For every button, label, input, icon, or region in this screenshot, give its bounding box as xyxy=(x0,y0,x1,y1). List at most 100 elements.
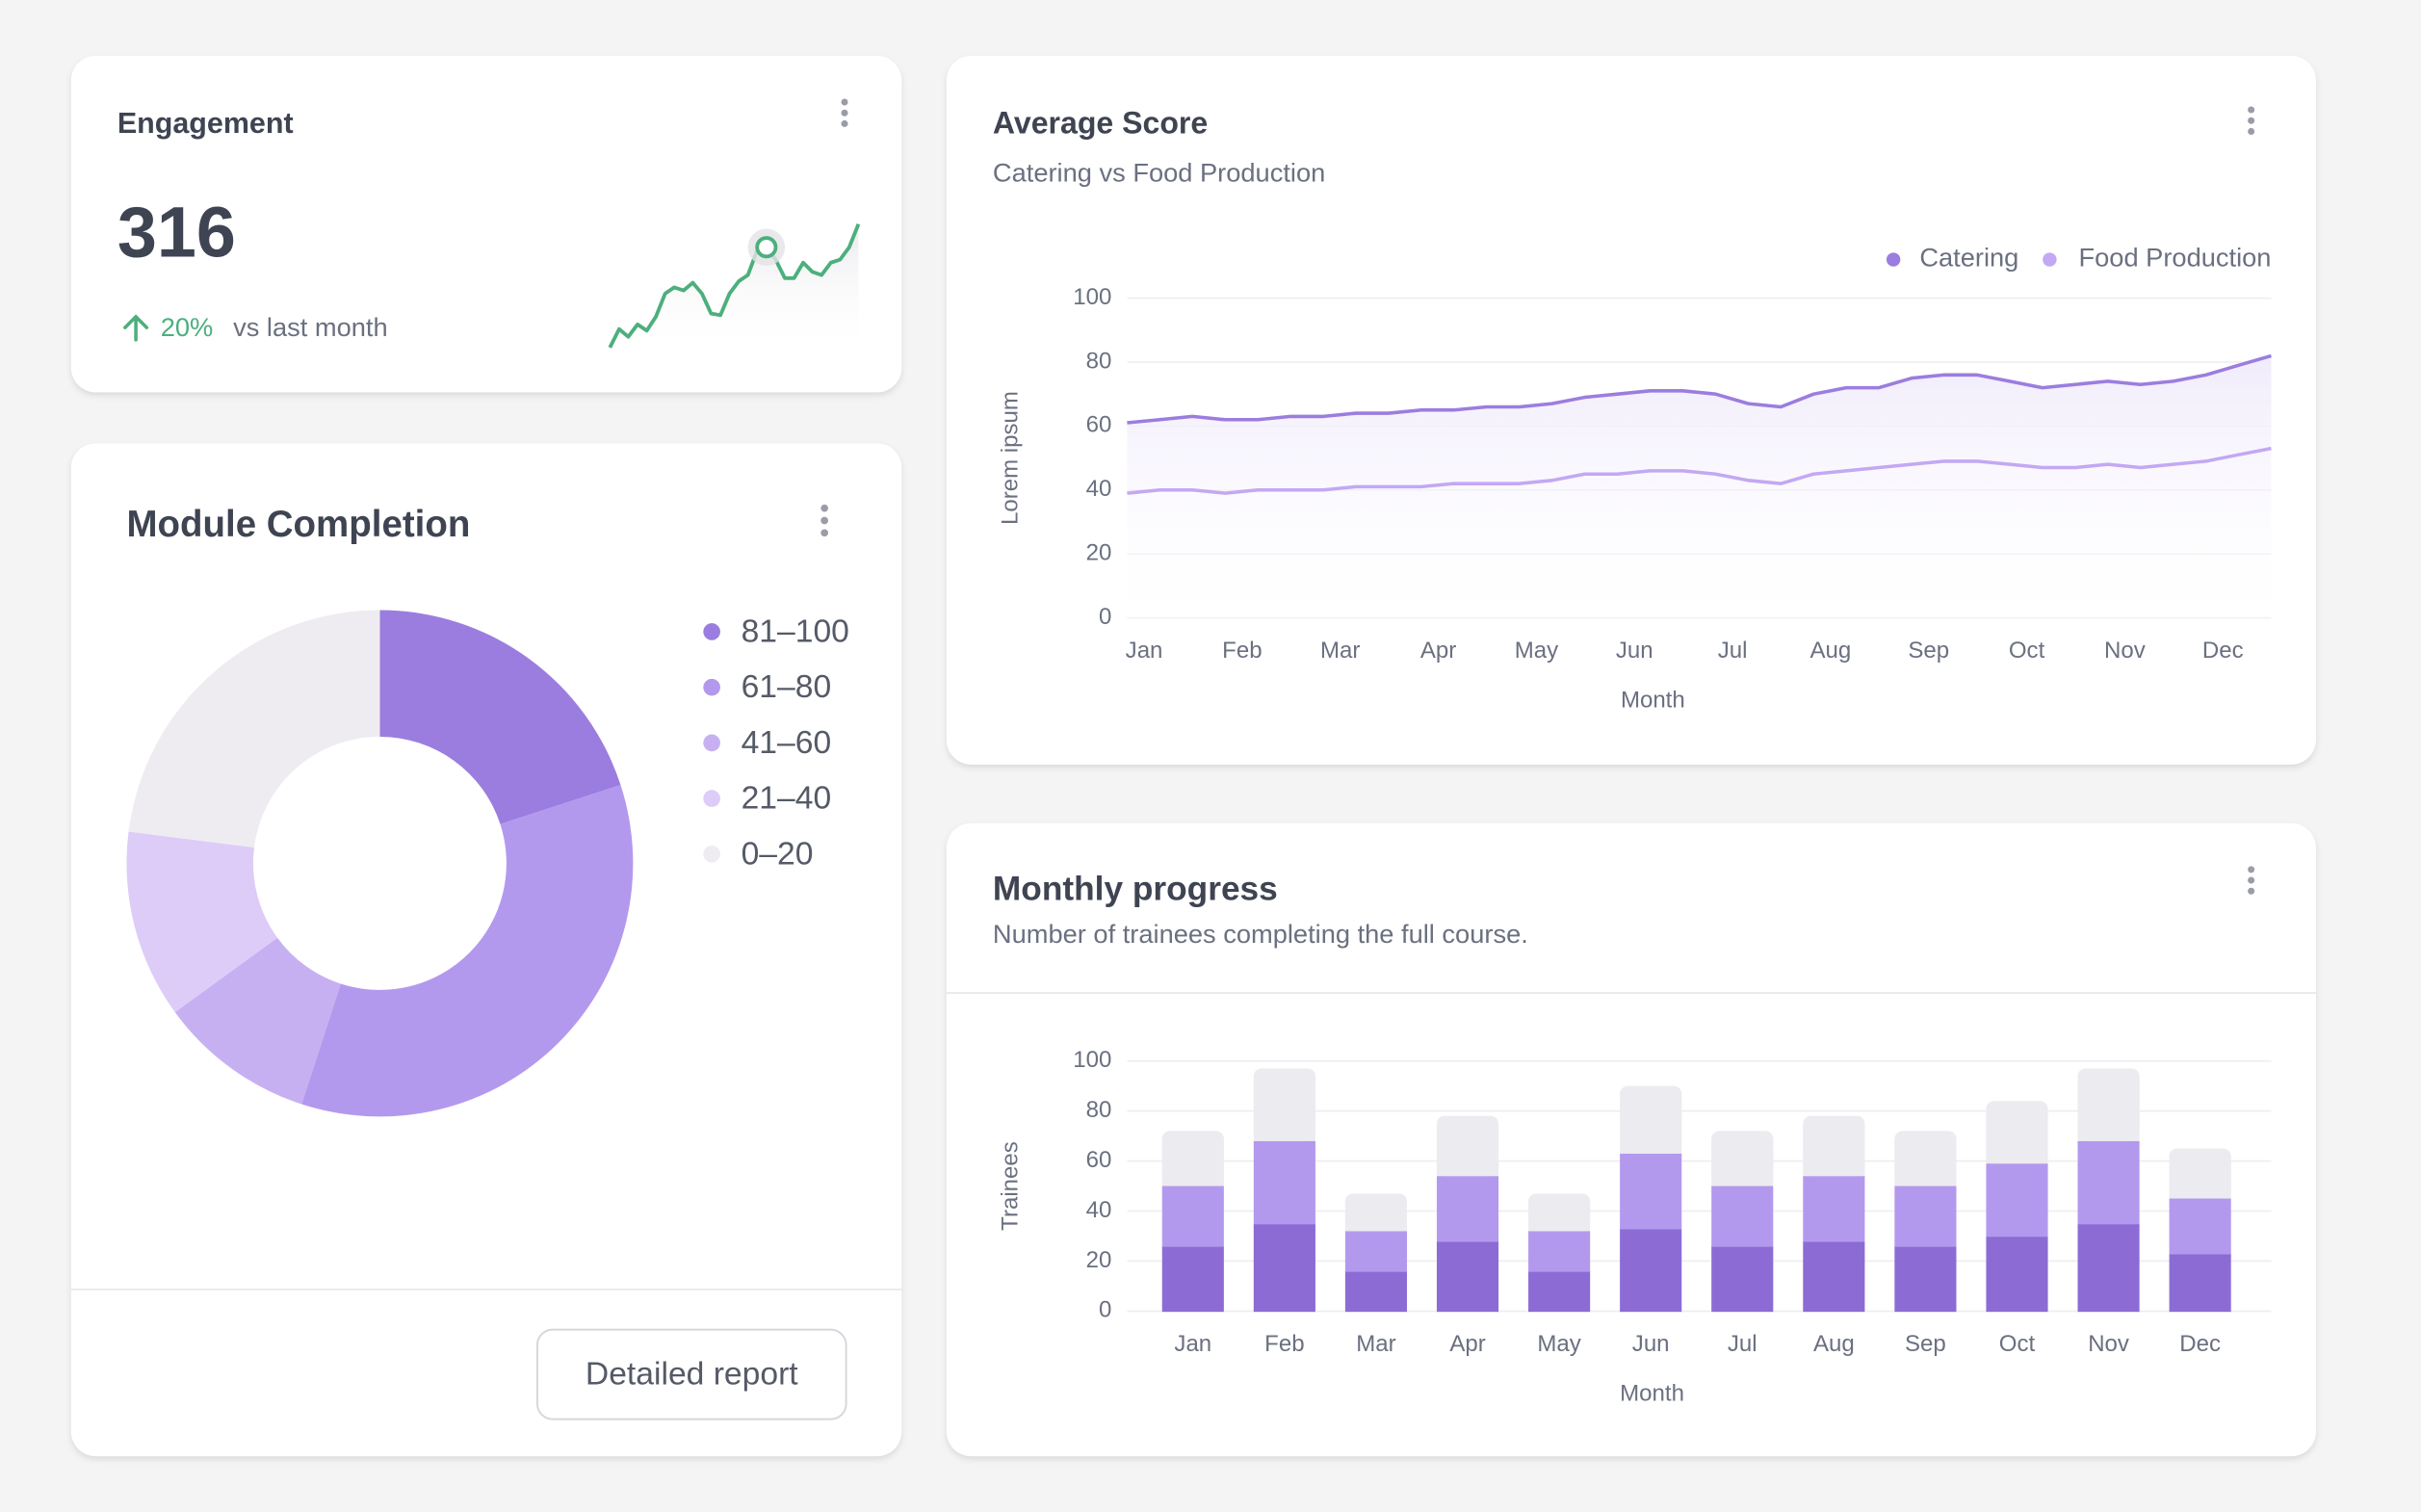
legend-label: 61–80 xyxy=(742,669,832,705)
y-tick-label: 40 xyxy=(1086,1197,1112,1223)
x-tick-label: Mar xyxy=(1320,638,1360,664)
x-tick-label: Feb xyxy=(1264,1331,1304,1357)
engagement-menu[interactable] xyxy=(841,98,848,127)
y-tick-label: 0 xyxy=(1099,604,1111,630)
x-tick-label: Feb xyxy=(1222,638,1262,664)
y-tick-label: 80 xyxy=(1086,1097,1112,1123)
x-tick-label: May xyxy=(1537,1331,1580,1357)
engagement-comparison: vs last month xyxy=(233,312,388,342)
engagement-value: 316 xyxy=(117,193,236,273)
y-tick-label: 60 xyxy=(1086,1147,1112,1173)
x-axis-label: Month xyxy=(1621,687,1685,713)
bar-segment xyxy=(1894,1245,1957,1313)
y-tick-label: 20 xyxy=(1086,539,1112,565)
y-tick-label: 80 xyxy=(1086,348,1112,374)
bar-segment-base xyxy=(1436,1123,1499,1177)
up-arrow xyxy=(123,314,149,342)
bar-chart: 0 20 40 60 80 100 Trainees Month Jan Feb Mar Apr May… xyxy=(998,1047,2272,1406)
bar-segment xyxy=(1161,1245,1224,1313)
x-tick-label: May xyxy=(1515,638,1558,664)
highlight-point xyxy=(755,236,778,259)
legend-label: 41–60 xyxy=(742,725,832,761)
x-tick-label: Nov xyxy=(2104,638,2146,664)
y-axis-label: Lorem ipsum xyxy=(998,391,1024,525)
sparkline xyxy=(608,222,861,355)
x-tick-label: Oct xyxy=(2009,638,2045,664)
x-tick-label: Oct xyxy=(1999,1331,2036,1357)
y-tick-label: 100 xyxy=(1073,284,1111,310)
y-tick-label: 60 xyxy=(1086,412,1112,438)
bar-segment xyxy=(1986,1163,2048,1238)
legend-label: 21–40 xyxy=(742,781,832,817)
series-line xyxy=(1127,353,2272,425)
donut-slice xyxy=(128,610,380,847)
bar-segment-base xyxy=(2169,1156,2231,1199)
x-tick-label: Jun xyxy=(1616,638,1653,664)
bar-segment xyxy=(2169,1253,2231,1313)
average-menu[interactable] xyxy=(2248,106,2255,135)
module-title: Module Completion xyxy=(126,504,470,545)
x-tick-label: Nov xyxy=(2088,1331,2129,1357)
donut-slice xyxy=(379,610,621,824)
bar-segment-base xyxy=(1253,1076,1315,1141)
legend-label: 0–20 xyxy=(742,836,814,872)
bar-segment xyxy=(2077,1140,2140,1225)
donut-slice xyxy=(301,785,634,1117)
engagement-title: Engagement xyxy=(117,107,294,140)
engagement-change: 20% xyxy=(161,312,214,342)
sparkline-line xyxy=(608,222,861,349)
x-tick-label: Jul xyxy=(1728,1331,1757,1357)
average-subtitle: Catering vs Food Production xyxy=(993,158,1325,188)
bar-segment xyxy=(1528,1231,1591,1272)
x-tick-label: Dec xyxy=(2179,1331,2221,1357)
x-tick-label: Aug xyxy=(1810,638,1852,664)
average-title: Average Score xyxy=(993,106,1208,141)
legend-swatch xyxy=(703,790,720,807)
legend-label: Catering xyxy=(1919,243,2018,273)
legend-swatch xyxy=(703,678,720,696)
legend-swatch xyxy=(2043,252,2057,267)
legend-swatch xyxy=(703,734,720,752)
x-tick-label: Sep xyxy=(1908,638,1949,664)
bar-segment xyxy=(1986,1236,2048,1313)
donut-chart: 81–100 61–80 41–60 21–40 0–20 xyxy=(126,610,849,1117)
x-tick-label: Apr xyxy=(1420,638,1456,664)
legend-label: 81–100 xyxy=(742,613,849,649)
bar-segment xyxy=(1711,1245,1774,1313)
bar-segment-base xyxy=(1161,1138,1224,1186)
y-tick-label: 100 xyxy=(1073,1047,1111,1073)
x-tick-label: Apr xyxy=(1449,1331,1485,1357)
bar-segment-base xyxy=(1803,1123,1865,1177)
x-tick-label: Sep xyxy=(1905,1331,1946,1357)
x-tick-label: Mar xyxy=(1356,1331,1395,1357)
bar-segment xyxy=(2077,1223,2140,1313)
donut-slice xyxy=(126,831,278,1012)
bar-segment xyxy=(1436,1240,1499,1313)
x-tick-label: Jun xyxy=(1632,1331,1670,1357)
bar-segment xyxy=(1436,1176,1499,1242)
x-tick-label: Jan xyxy=(1126,638,1163,664)
y-axis-label: Trainees xyxy=(998,1141,1024,1231)
detailed-report-button[interactable]: Detailed report xyxy=(535,1328,847,1421)
button-label[interactable]: Detailed report xyxy=(586,1357,798,1393)
bar-segment-base xyxy=(1528,1201,1591,1232)
bar-segment-base xyxy=(1344,1201,1408,1232)
legend-swatch xyxy=(1886,252,1901,267)
bar-segment xyxy=(1803,1240,1865,1313)
y-tick-label: 40 xyxy=(1086,476,1112,502)
legend-label: Food Production xyxy=(2079,243,2272,273)
legend-swatch xyxy=(703,845,720,863)
x-tick-label: Dec xyxy=(2202,638,2244,664)
bar-segment-base xyxy=(2077,1076,2140,1141)
monthly-menu[interactable] xyxy=(2248,866,2255,895)
bar-segment xyxy=(1253,1223,1315,1313)
bar-segment-base xyxy=(1711,1138,1774,1186)
x-axis-label: Month xyxy=(1620,1380,1684,1406)
bar-segment xyxy=(1253,1140,1315,1225)
bar-segment xyxy=(1711,1186,1774,1247)
bar-segment xyxy=(1894,1186,1957,1247)
legend-swatch xyxy=(703,623,720,640)
y-tick-label: 20 xyxy=(1086,1247,1112,1273)
button-frame[interactable] xyxy=(535,1328,847,1421)
module-menu[interactable] xyxy=(820,504,829,537)
